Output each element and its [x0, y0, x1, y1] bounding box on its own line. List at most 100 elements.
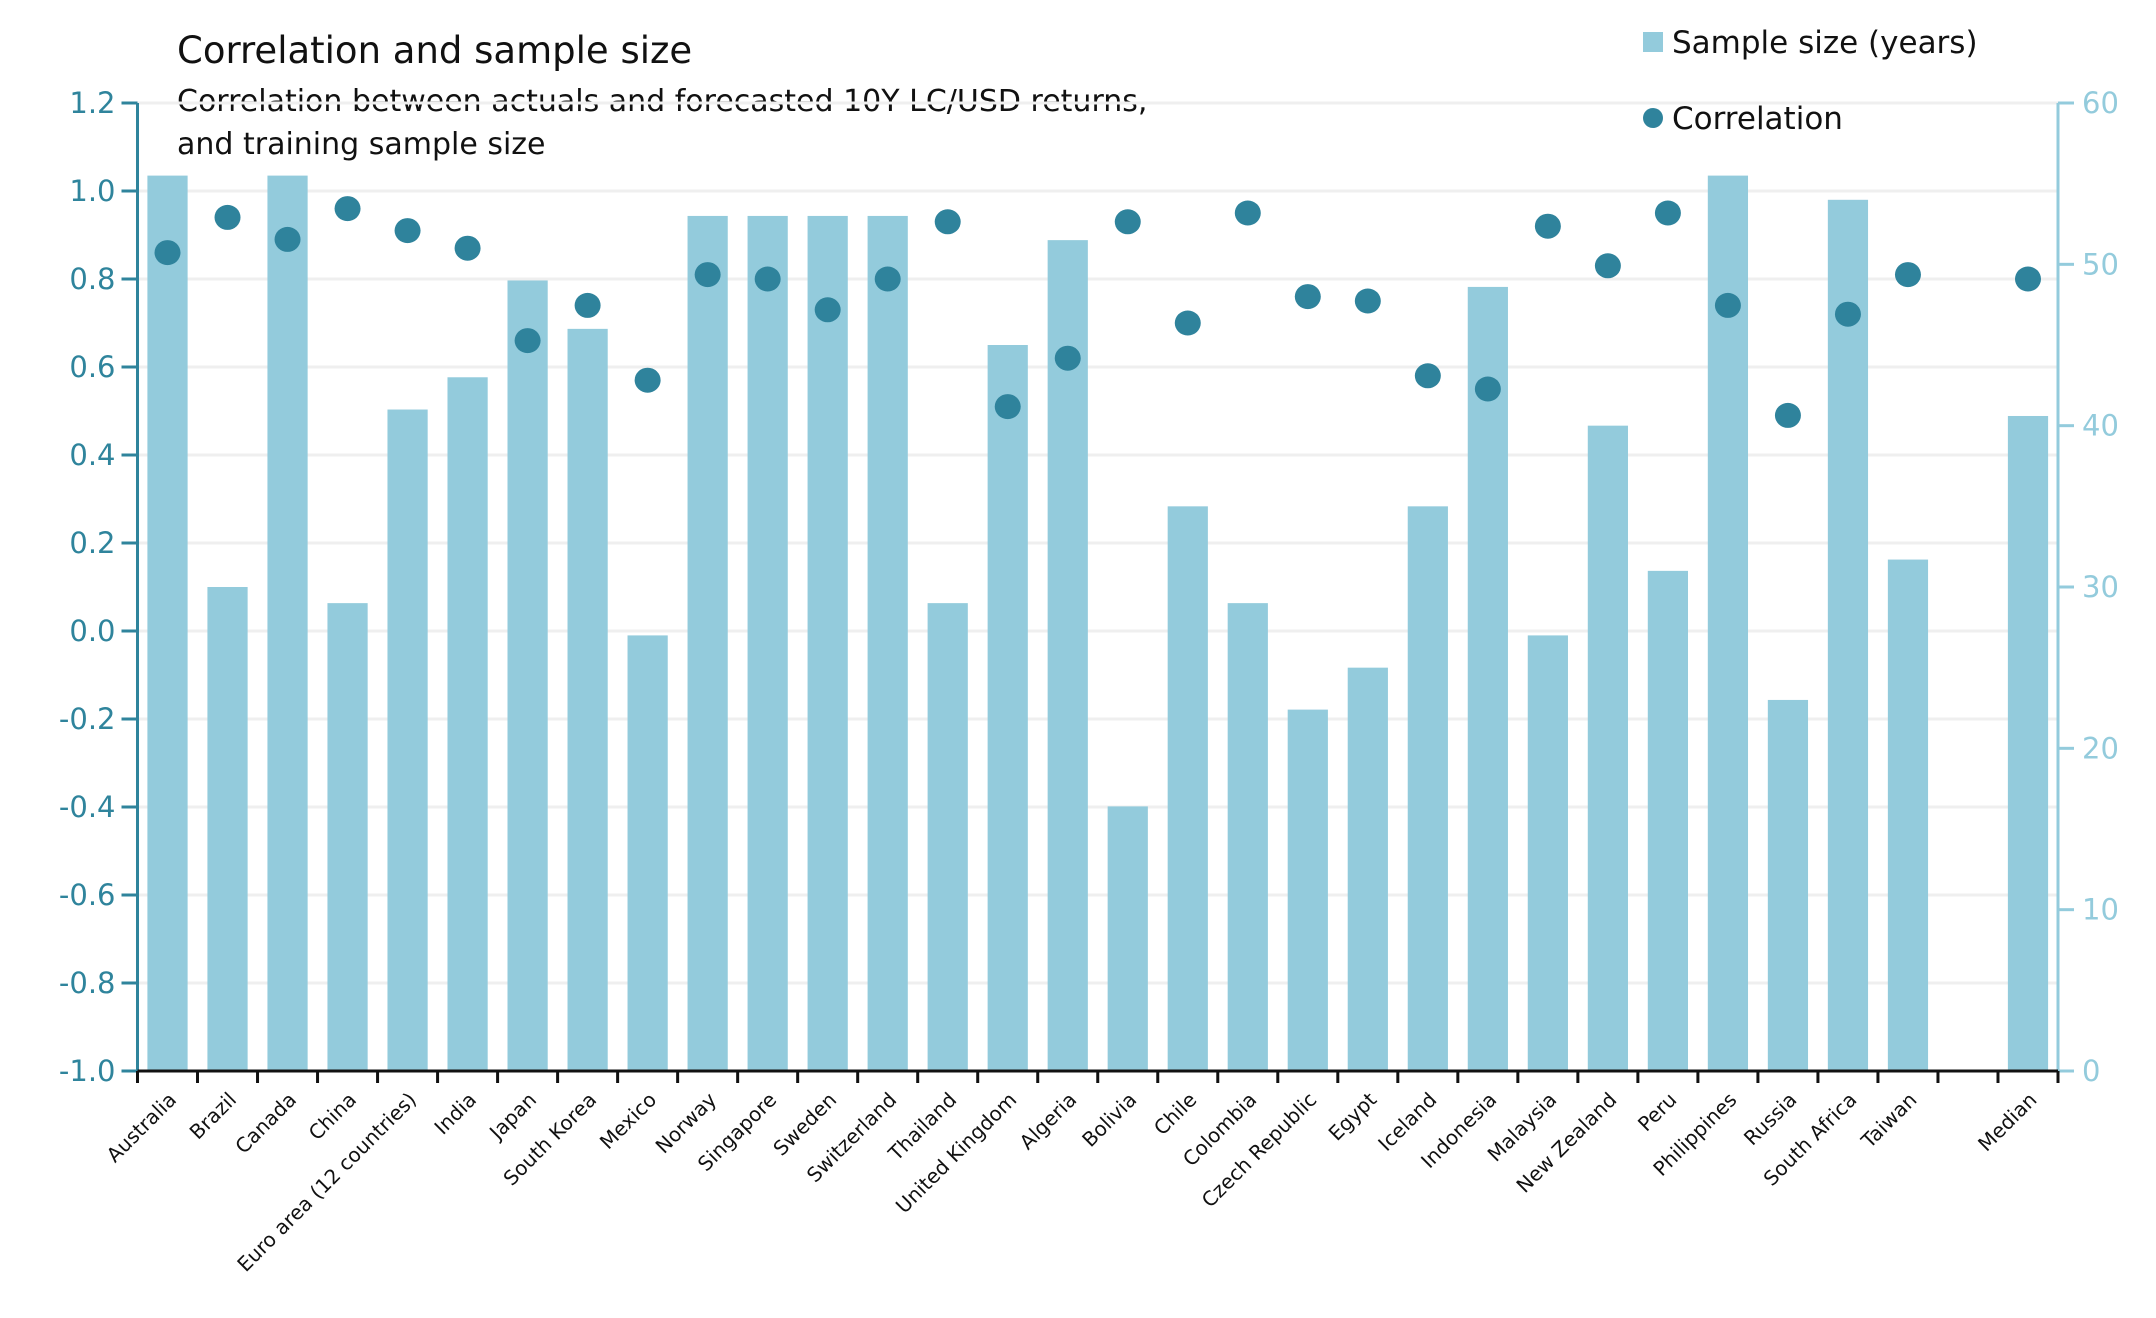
dot-correlation: [154, 240, 181, 266]
bar-sample-size: [1347, 667, 1388, 1071]
left-axis-tick-label: 0.6: [69, 350, 115, 384]
bar-sample-size: [927, 603, 968, 1071]
legend-bar-swatch: [1643, 32, 1663, 52]
dot-correlation: [514, 328, 541, 354]
bar-sample-size: [1227, 603, 1268, 1071]
x-axis-label: Peru: [1633, 1088, 1681, 1136]
bar-sample-size: [507, 280, 548, 1071]
dot-correlation: [1834, 301, 1861, 327]
left-axis-tick-label: 0.0: [69, 614, 115, 648]
dot-correlation: [1594, 253, 1621, 279]
dot-correlation: [1774, 402, 1801, 428]
right-axis-tick-label: 0: [2082, 1054, 2100, 1088]
left-axis-tick-label: -0.6: [59, 878, 116, 912]
dot-correlation: [1474, 376, 1501, 402]
dot-correlation: [574, 292, 601, 318]
dot-correlation: [2014, 266, 2041, 292]
right-axis-tick-label: 50: [2082, 247, 2119, 281]
bar-sample-size: [807, 215, 848, 1071]
bar-sample-size: [867, 215, 908, 1071]
bar-sample-size: [2007, 415, 2049, 1071]
dot-correlation: [1654, 200, 1681, 226]
dot-correlation: [454, 235, 481, 261]
right-axis-tick-label: 40: [2082, 409, 2119, 443]
dot-correlation: [1294, 284, 1321, 310]
x-axis-label: Egypt: [1324, 1087, 1382, 1145]
bar-sample-size: [687, 215, 728, 1071]
x-axis-label: Taiwan: [1856, 1088, 1922, 1154]
x-axis-label: Brazil: [185, 1088, 241, 1144]
left-axis-tick-label: 1.0: [69, 174, 115, 208]
right-axis-tick-label: 10: [2082, 893, 2119, 927]
bar-sample-size: [1707, 175, 1749, 1072]
bar-sample-size: [1167, 506, 1208, 1071]
dot-correlation: [754, 266, 781, 292]
x-axis-label: India: [429, 1088, 481, 1140]
left-axis-tick-label: 1.2: [69, 86, 115, 120]
bar-sample-size: [1047, 240, 1088, 1072]
x-axis-label: Australia: [102, 1088, 182, 1168]
left-axis-tick-label: -1.0: [59, 1054, 116, 1088]
bar-sample-size: [1767, 699, 1809, 1071]
dot-correlation: [1234, 200, 1261, 226]
bar-series: [147, 175, 2049, 1072]
bar-sample-size: [327, 603, 368, 1071]
bar-sample-size: [1527, 635, 1568, 1071]
axes: -1.0 -0.8 -0.6 -0.4 -0.2 0.0 0.2 0.4 0.6 0.8 1.0 1.…: [59, 86, 2119, 1088]
right-axis-tick-label: 30: [2082, 570, 2119, 604]
bar-sample-size: [1887, 559, 1929, 1071]
legend-dot-swatch: [1643, 108, 1663, 128]
x-axis-label: Algeria: [1015, 1088, 1082, 1155]
left-axis-tick-label: 0.8: [69, 262, 115, 296]
dot-correlation: [214, 204, 241, 230]
x-axis-label: Canada: [230, 1088, 301, 1159]
left-axis-tick-label: 0.2: [69, 526, 115, 560]
dot-correlation: [274, 226, 301, 252]
bar-sample-size: [747, 215, 788, 1071]
dot-correlation: [934, 209, 961, 235]
dot-correlation: [334, 196, 361, 222]
left-axis-tick-label: -0.2: [59, 702, 116, 736]
x-axis-label: Japan: [483, 1088, 541, 1146]
bar-sample-size: [1407, 506, 1448, 1071]
x-axis-label: China: [304, 1088, 361, 1145]
legend-label-correlation: Correlation: [1672, 101, 1843, 137]
bar-sample-size: [987, 345, 1028, 1071]
left-axis-tick-label: -0.8: [59, 966, 116, 1000]
dot-correlation: [994, 394, 1021, 420]
right-axis-tick-label: 60: [2082, 86, 2119, 120]
dot-correlation: [814, 297, 841, 323]
bar-sample-size: [1827, 199, 1869, 1072]
x-axis-label: Chile: [1149, 1088, 1201, 1140]
bar-sample-size: [447, 377, 488, 1071]
bar-sample-size: [147, 175, 188, 1072]
chart-subtitle-line-2: and training sample size: [177, 127, 546, 162]
dot-correlation: [634, 367, 661, 393]
dot-correlation: [1114, 209, 1141, 235]
right-axis-tick-label: 20: [2082, 731, 2119, 765]
x-axis-label: Mexico: [595, 1088, 661, 1154]
left-axis-tick-label: 0.4: [69, 438, 115, 472]
legend-label-sample-size: Sample size (years): [1672, 25, 1978, 61]
dot-correlation: [1714, 292, 1741, 318]
dot-correlation: [694, 262, 721, 288]
bar-sample-size: [1287, 709, 1328, 1071]
dot-correlation: [1354, 288, 1381, 314]
bar-sample-size: [567, 328, 608, 1071]
bar-sample-size: [387, 409, 428, 1071]
dot-correlation: [1414, 363, 1441, 389]
bar-sample-size: [207, 587, 248, 1071]
chart-title: Correlation and sample size: [177, 29, 692, 72]
bar-sample-size: [1107, 806, 1148, 1071]
x-axis-label: Bolivia: [1077, 1088, 1141, 1152]
bar-sample-size: [1647, 570, 1689, 1071]
dot-correlation: [1534, 213, 1561, 239]
dot-correlation: [874, 266, 901, 292]
left-axis-tick-label: -0.4: [59, 790, 116, 824]
bar-sample-size: [1467, 286, 1508, 1071]
dot-correlation: [1894, 262, 1921, 288]
bar-sample-size: [627, 635, 668, 1071]
bar-sample-size: [267, 175, 308, 1072]
